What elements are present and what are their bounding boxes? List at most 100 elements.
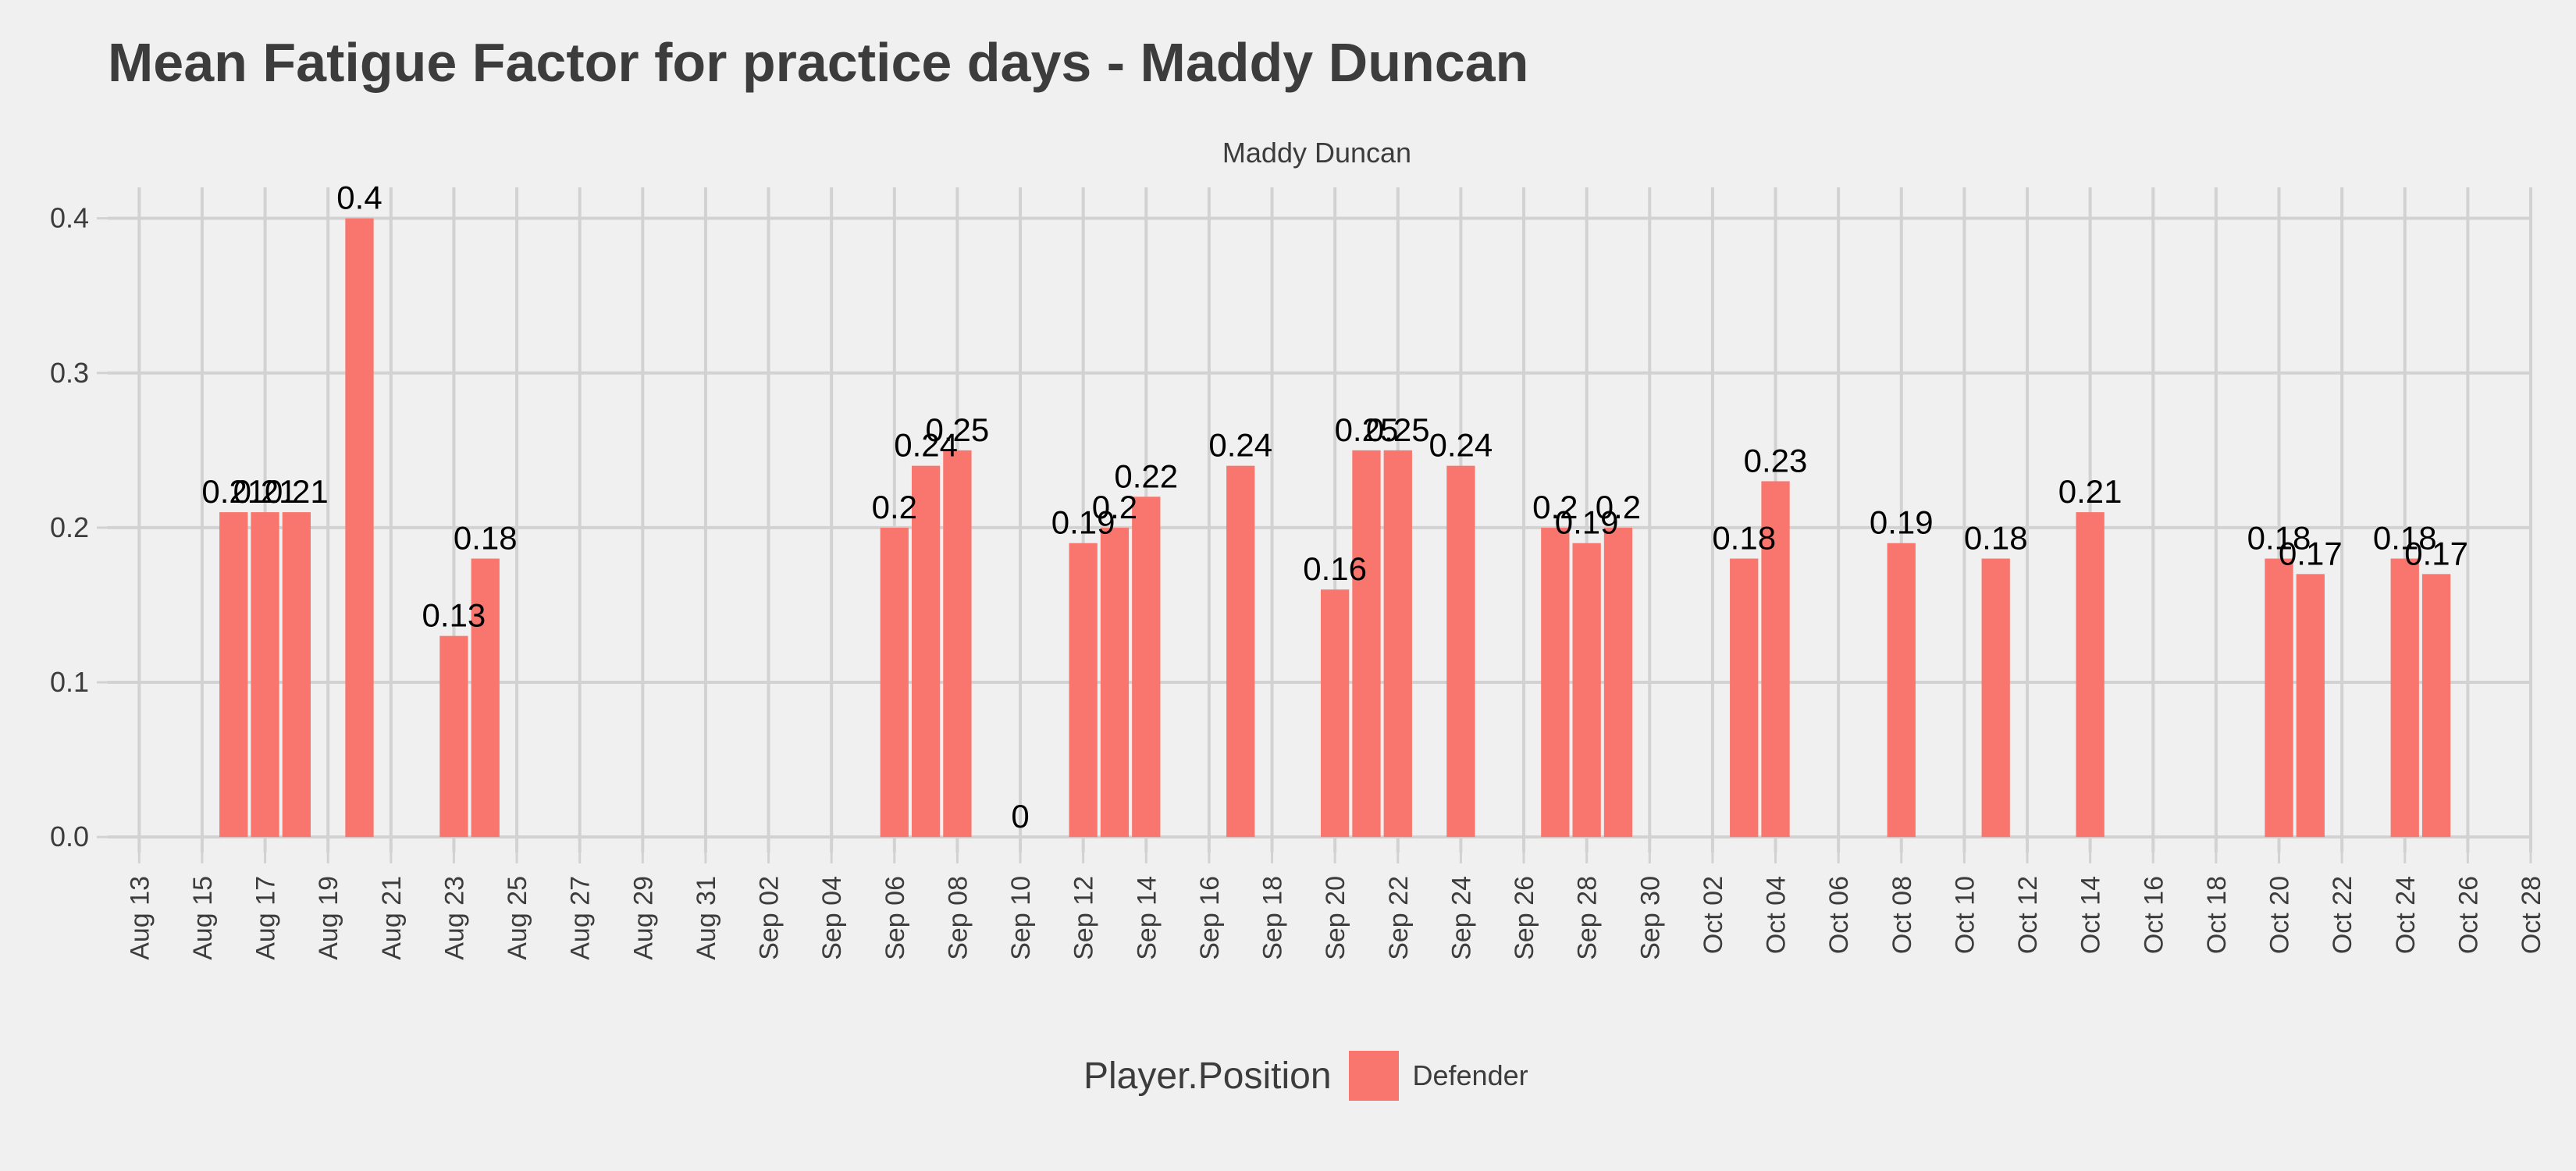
- x-tick-label: Aug 17: [251, 876, 281, 960]
- x-tick-label: Sep 06: [881, 876, 910, 960]
- bar: [1603, 527, 1633, 838]
- x-tick-label: Oct 14: [2076, 876, 2106, 954]
- bar: [1887, 543, 1916, 838]
- x-tick-label: Sep 02: [755, 876, 785, 960]
- y-tick-label: 0.0: [50, 820, 89, 852]
- x-tick-label: Oct 04: [1762, 876, 1791, 954]
- bar-value-label: 0.21: [265, 473, 329, 510]
- x-tick-label: Sep 08: [943, 876, 973, 960]
- x-tick-label: Sep 30: [1635, 876, 1665, 960]
- bar-value-label: 0.2: [1532, 489, 1578, 525]
- bar-value-label: 0.24: [1208, 427, 1272, 464]
- x-tick-label: Oct 18: [2202, 876, 2232, 954]
- bar-value-label: 0.13: [422, 597, 486, 634]
- x-tick-label: Oct 28: [2517, 876, 2546, 954]
- x-tick-label: Sep 04: [817, 876, 847, 960]
- chart-title: Mean Fatigue Factor for practice days - …: [108, 32, 1529, 93]
- bar: [282, 512, 311, 838]
- bar: [1572, 543, 1601, 838]
- x-tick-label: Sep 28: [1573, 876, 1603, 960]
- bar: [1321, 589, 1350, 838]
- x-tick-label: Sep 20: [1321, 876, 1350, 960]
- bar-value-label: 0.2: [1596, 489, 1641, 525]
- x-tick-label: Oct 24: [2391, 876, 2421, 954]
- facet-label: Maddy Duncan: [1222, 137, 1411, 169]
- x-tick-label: Aug 25: [503, 876, 532, 960]
- x-tick-label: Oct 12: [2013, 876, 2043, 954]
- bar-value-label: 0.21: [233, 473, 297, 510]
- bar-value-label: 0.19: [1555, 504, 1619, 541]
- x-tick-label: Aug 27: [566, 876, 596, 960]
- bar: [471, 558, 500, 838]
- bar-value-label: 0.21: [2058, 473, 2122, 510]
- bar-value-label: 0.17: [2279, 535, 2343, 571]
- bar: [1069, 543, 1098, 838]
- y-axis: 0.0 0.1 0.2 0.3 0.4: [50, 202, 108, 852]
- bar: [345, 218, 374, 838]
- bar: [1352, 450, 1381, 838]
- bar: [2296, 574, 2325, 838]
- bar: [1132, 497, 1161, 838]
- bar: [2076, 512, 2105, 838]
- bar: [1100, 527, 1130, 838]
- y-tick-label: 0.4: [50, 202, 89, 234]
- bar-value-label: 0.18: [2247, 520, 2311, 557]
- bar-labels-group: 0.210.210.210.40.130.180.20.240.2500.190…: [201, 180, 2468, 835]
- x-tick-label: Sep 22: [1384, 876, 1414, 960]
- bar: [943, 450, 972, 838]
- x-tick-label: Sep 16: [1195, 876, 1225, 960]
- bar-value-label: 0.21: [201, 473, 265, 510]
- bar-value-label: 0.17: [2404, 535, 2468, 571]
- bar-value-label: 0.18: [1964, 520, 2028, 557]
- bar: [439, 635, 468, 838]
- bar-value-label: 0.25: [1335, 411, 1399, 448]
- bar: [1383, 450, 1412, 838]
- legend-key-defender: [1348, 1051, 1399, 1101]
- x-tick-label: Oct 16: [2139, 876, 2169, 954]
- y-tick-label: 0.2: [50, 511, 89, 543]
- bar-value-label: 0.19: [1870, 504, 1934, 541]
- bar-value-label: 0.16: [1303, 550, 1367, 587]
- bar: [911, 465, 941, 838]
- bar: [1226, 465, 1255, 838]
- x-tick-label: Oct 08: [1888, 876, 1917, 954]
- bar-value-label: 0.23: [1744, 442, 1808, 479]
- bar-value-label: 0.18: [2373, 520, 2437, 557]
- bar: [2265, 558, 2293, 838]
- x-axis: Aug 13 Aug 15 Aug 17 Aug 19 Aug 21 Aug 23 Aug …: [125, 852, 2546, 960]
- bar-value-label: 0.22: [1114, 457, 1178, 494]
- bar-value-label: 0.24: [894, 427, 958, 464]
- bar: [1730, 558, 1759, 838]
- bar-value-label: 0.25: [926, 411, 990, 448]
- bar-value-label: 0: [1011, 798, 1029, 835]
- bar: [219, 512, 248, 838]
- bars-group: [219, 218, 2451, 838]
- x-tick-label: Aug 19: [314, 876, 343, 960]
- bar-value-label: 0.24: [1429, 427, 1493, 464]
- y-tick-label: 0.1: [50, 666, 89, 698]
- bar-value-label: 0.19: [1051, 504, 1115, 541]
- legend: Player.Position Defender: [1083, 1051, 1528, 1101]
- x-tick-label: Aug 21: [377, 876, 407, 960]
- x-tick-label: Oct 20: [2265, 876, 2295, 954]
- bar: [1446, 465, 1475, 838]
- x-tick-label: Oct 26: [2453, 876, 2483, 954]
- x-tick-label: Sep 12: [1069, 876, 1099, 960]
- bar: [2421, 574, 2451, 838]
- x-tick-label: Aug 31: [692, 876, 721, 960]
- x-tick-label: Sep 26: [1510, 876, 1539, 960]
- bar: [2390, 558, 2419, 838]
- bar: [1541, 527, 1570, 838]
- bar: [1981, 558, 2010, 838]
- x-tick-label: Sep 10: [1006, 876, 1036, 960]
- y-tick-label: 0.3: [50, 357, 89, 389]
- bar-value-label: 0.18: [454, 520, 518, 557]
- x-tick-label: Aug 29: [628, 876, 658, 960]
- x-tick-label: Sep 18: [1258, 876, 1288, 960]
- x-tick-label: Oct 10: [1950, 876, 1980, 954]
- x-tick-label: Oct 06: [1824, 876, 1854, 954]
- legend-item-defender: Defender: [1412, 1059, 1528, 1091]
- x-tick-label: Aug 13: [125, 876, 155, 960]
- bar-value-label: 0.4: [336, 180, 382, 216]
